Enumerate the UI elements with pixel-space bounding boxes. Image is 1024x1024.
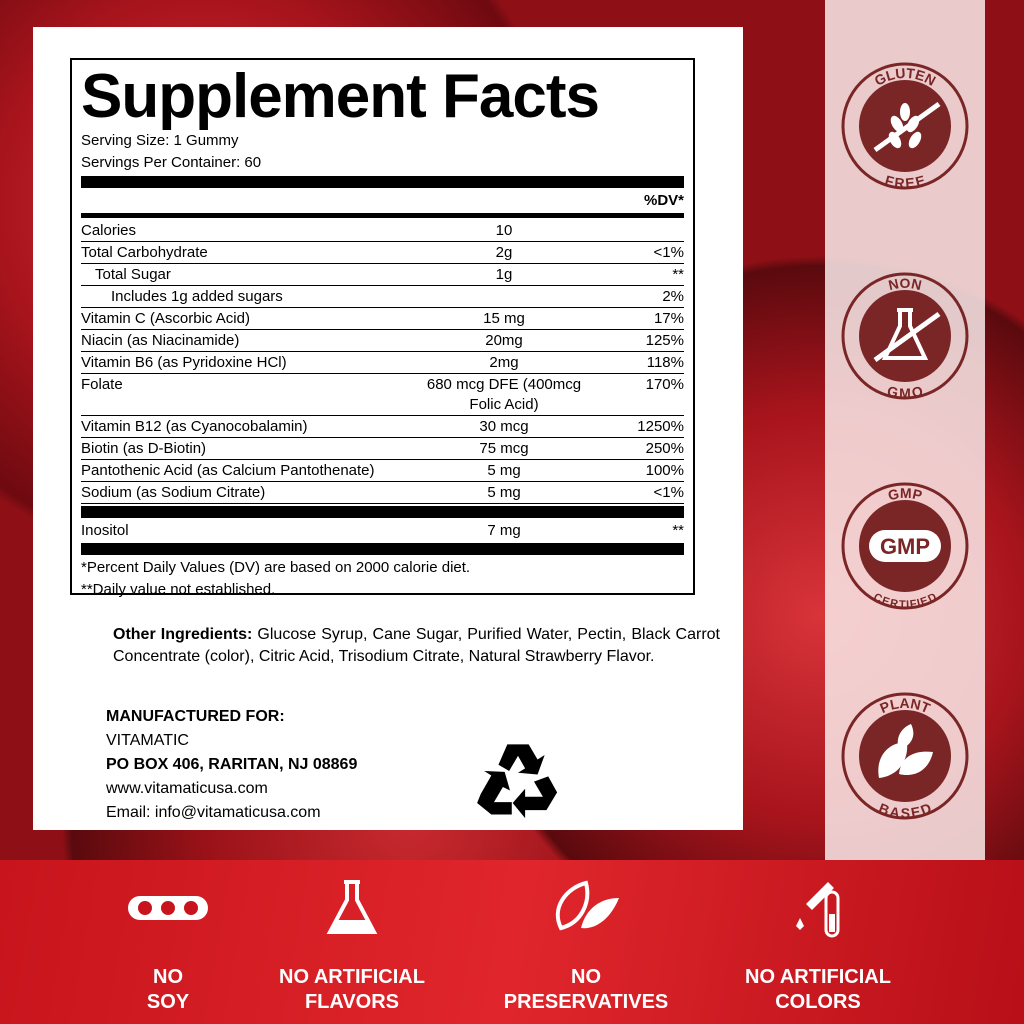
table-row: Pantothenic Acid (as Calcium Pantothenat…	[81, 460, 684, 482]
nutrient-amount: 2mg	[489, 354, 519, 371]
badge-gmp-certified: GMP GMP CERTIFIED	[841, 482, 969, 611]
nutrient-amount: 75 mcg	[479, 440, 529, 457]
table-row: Niacin (as Niacinamide) 20mg 125%	[81, 330, 684, 352]
nutrient-name: Niacin (as Niacinamide)	[81, 332, 240, 349]
footnote: *Percent Daily Values (DV) are based on …	[81, 559, 471, 576]
nutrient-amount	[424, 287, 584, 307]
nutrient-amount: 5 mg	[487, 462, 521, 479]
nutrient-name: Total Carbohydrate	[81, 244, 208, 261]
nutrient-dv: <1%	[653, 484, 684, 501]
svg-text:BASED: BASED	[876, 800, 933, 821]
badge-strip: GLUTEN FREE NON GMO GMP GMP CERTIFIED PL…	[825, 0, 985, 860]
nutrient-dv: **	[672, 266, 684, 283]
nutrient-dv: 250%	[645, 440, 684, 457]
nutrient-name: Vitamin B6 (as Pyridoxine HCl)	[81, 354, 287, 371]
dropper-tube-icon	[796, 882, 840, 938]
table-row: Vitamin B12 (as Cyanocobalamin) 30 mcg 125…	[81, 416, 684, 438]
supplement-facts-panel: Supplement Facts Serving Size: 1 Gummy S…	[70, 58, 695, 598]
nutrient-dv	[584, 221, 684, 241]
nutrient-dv: 17%	[653, 310, 684, 327]
table-row: Vitamin B6 (as Pyridoxine HCl) 2mg 118%	[81, 352, 684, 374]
nutrient-name: Folate	[81, 376, 123, 393]
nutrient-amount: 2g	[495, 244, 513, 261]
nutrient-name: Vitamin B12 (as Cyanocobalamin)	[81, 418, 308, 435]
table-row: Biotin (as D-Biotin) 75 mcg 250%	[81, 438, 684, 460]
serving-size: Serving Size: 1 Gummy	[81, 132, 239, 149]
dv-header: %DV*	[643, 192, 684, 209]
divider	[81, 506, 684, 518]
nutrient-dv: 1250%	[637, 418, 684, 435]
nutrient-amount: 20mg	[485, 332, 523, 349]
manufacturer-info: MANUFACTURED FOR: VITAMATIC PO BOX 406, …	[106, 708, 358, 821]
table-row: Folate 680 mcg DFE (400mcg Folic Acid) 170…	[81, 374, 684, 416]
table-row: Inositol 7 mg **	[81, 522, 684, 539]
table-row: Includes 1g added sugars 2%	[81, 286, 684, 308]
badge-non-gmo: NON GMO	[841, 272, 969, 401]
nutrient-name: Sodium (as Sodium Citrate)	[81, 484, 266, 501]
svg-text:GMP: GMP	[880, 534, 930, 559]
nutrient-name: Biotin (as D-Biotin)	[81, 440, 207, 457]
feature-no-artificial-flavors: NO ARTIFICIAL FLAVORS	[242, 878, 462, 1015]
nutrient-amount: 5 mg	[487, 484, 521, 501]
nutrient-name: Total Sugar	[95, 266, 171, 283]
table-row: Vitamin C (Ascorbic Acid) 15 mg 17%	[81, 308, 684, 330]
facts-title: Supplement Facts	[81, 62, 600, 131]
supplement-label: Supplement Facts Serving Size: 1 Gummy S…	[33, 27, 743, 830]
nutrient-dv: 2%	[662, 288, 684, 305]
nutrient-dv: 100%	[645, 462, 684, 479]
feature-no-preservatives: NO PRESERVATIVES	[476, 878, 696, 1015]
soybean-icon	[128, 896, 208, 920]
nutrient-dv: 118%	[646, 354, 684, 371]
badge-gluten-free: GLUTEN FREE	[841, 62, 969, 191]
divider	[81, 543, 684, 555]
feature-no-artificial-colors: NO ARTIFICIAL COLORS	[708, 878, 928, 1015]
nutrient-name: Calories	[81, 222, 137, 239]
svg-text:PLANT: PLANT	[878, 695, 933, 716]
divider	[81, 213, 684, 218]
nutrient-amount: 10	[495, 222, 513, 239]
table-row: Sodium (as Sodium Citrate) 5 mg <1%	[81, 482, 684, 504]
leaf-icon	[555, 880, 619, 931]
nutrient-name: Pantothenic Acid (as Calcium Pantothenat…	[81, 462, 375, 479]
nutrient-name: Includes 1g added sugars	[111, 288, 283, 305]
feature-no-soy: NO SOY	[58, 878, 278, 1015]
nutrient-amount: 680 mcg DFE (400mcg Folic Acid)	[426, 376, 582, 413]
nutrient-amount: 30 mcg	[479, 418, 529, 435]
nutrient-amount: 1g	[495, 266, 513, 283]
svg-text:NON: NON	[887, 275, 923, 293]
table-row: Total Sugar 1g **	[81, 264, 684, 286]
footnote: **Daily value not established.	[81, 581, 276, 598]
nutrient-dv: 170%	[645, 376, 684, 393]
servings-per-container: Servings Per Container: 60	[81, 154, 262, 171]
features-band: NO SOY NO ARTIFICIAL FLAVORS NO PRESERVATIV…	[0, 860, 1024, 1024]
svg-text:GMP: GMP	[886, 485, 923, 503]
table-row: Calories 10	[81, 220, 684, 242]
divider	[81, 176, 684, 188]
nutrient-dv: 125%	[645, 332, 684, 349]
other-ingredients: Other Ingredients: Glucose Syrup, Cane S…	[113, 626, 720, 665]
nutrient-dv: <1%	[653, 244, 684, 261]
flask-icon	[326, 880, 378, 934]
nutrient-amount: 15 mg	[483, 310, 525, 327]
svg-text:GMO: GMO	[886, 383, 925, 401]
badge-plant-based: PLANT BASED	[841, 692, 969, 821]
svg-text:CERTIFIED: CERTIFIED	[871, 591, 938, 611]
nutrient-name: Vitamin C (Ascorbic Acid)	[81, 310, 250, 327]
table-row: Total Carbohydrate 2g <1%	[81, 242, 684, 264]
recycle-icon	[477, 744, 558, 819]
